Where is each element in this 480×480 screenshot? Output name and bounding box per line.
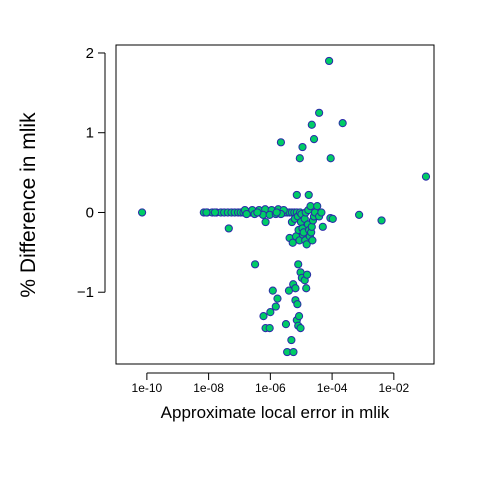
data-point — [309, 135, 319, 144]
data-point — [313, 201, 322, 211]
x-tick-label: 1e-06 — [255, 381, 286, 395]
x-tick-label: 1e-04 — [317, 381, 348, 395]
data-point — [266, 308, 275, 317]
y-axis: −1 0 1 2 — [77, 45, 106, 301]
data-points — [137, 56, 431, 357]
y-tick-label: 1 — [86, 125, 94, 142]
data-point — [317, 208, 326, 217]
data-point — [259, 312, 268, 321]
y-tick-label: 0 — [86, 204, 94, 221]
data-point — [287, 335, 296, 345]
data-point — [308, 236, 317, 245]
data-point — [268, 286, 277, 295]
data-point — [303, 270, 312, 279]
y-tick-label: 2 — [86, 45, 94, 62]
data-point — [294, 260, 303, 269]
plot-frame — [115, 44, 435, 365]
y-tick-label: −1 — [77, 284, 94, 301]
data-point — [250, 260, 260, 269]
data-point — [325, 56, 334, 66]
data-point — [318, 222, 327, 231]
data-point — [302, 284, 311, 293]
data-point — [295, 154, 304, 163]
data-point — [298, 142, 307, 152]
x-tick-label: 1e-08 — [193, 381, 224, 395]
data-point — [377, 216, 386, 225]
data-point — [224, 224, 233, 233]
x-tick-label: 1e-10 — [132, 381, 163, 395]
data-point — [355, 210, 364, 219]
data-point — [253, 208, 262, 217]
x-axis: 1e-10 1e-08 1e-06 1e-04 1e-02 — [132, 372, 410, 395]
data-point — [326, 154, 335, 163]
data-point — [291, 284, 300, 293]
data-point — [273, 294, 282, 303]
data-point — [242, 209, 251, 219]
data-point — [202, 208, 211, 217]
y-axis-title: % Difference in mlik — [17, 112, 40, 298]
data-point — [294, 312, 304, 321]
data-point — [304, 190, 313, 200]
x-axis-title: Approximate local error in mlik — [161, 403, 390, 422]
data-point — [261, 217, 270, 227]
data-point — [271, 302, 280, 311]
data-point — [265, 324, 274, 333]
data-point — [281, 320, 291, 329]
x-tick-label: 1e-02 — [378, 381, 409, 395]
data-point — [421, 172, 431, 181]
data-point — [306, 201, 315, 211]
data-point — [328, 214, 337, 223]
data-point — [137, 208, 147, 217]
data-point — [292, 190, 301, 200]
data-point — [289, 347, 298, 357]
data-point — [293, 300, 302, 309]
data-point — [302, 240, 311, 249]
data-point — [272, 208, 281, 217]
data-point — [210, 208, 220, 217]
data-point — [307, 120, 316, 129]
data-point — [338, 119, 347, 128]
data-point — [296, 324, 305, 333]
data-point — [276, 138, 286, 147]
data-point — [315, 108, 324, 117]
